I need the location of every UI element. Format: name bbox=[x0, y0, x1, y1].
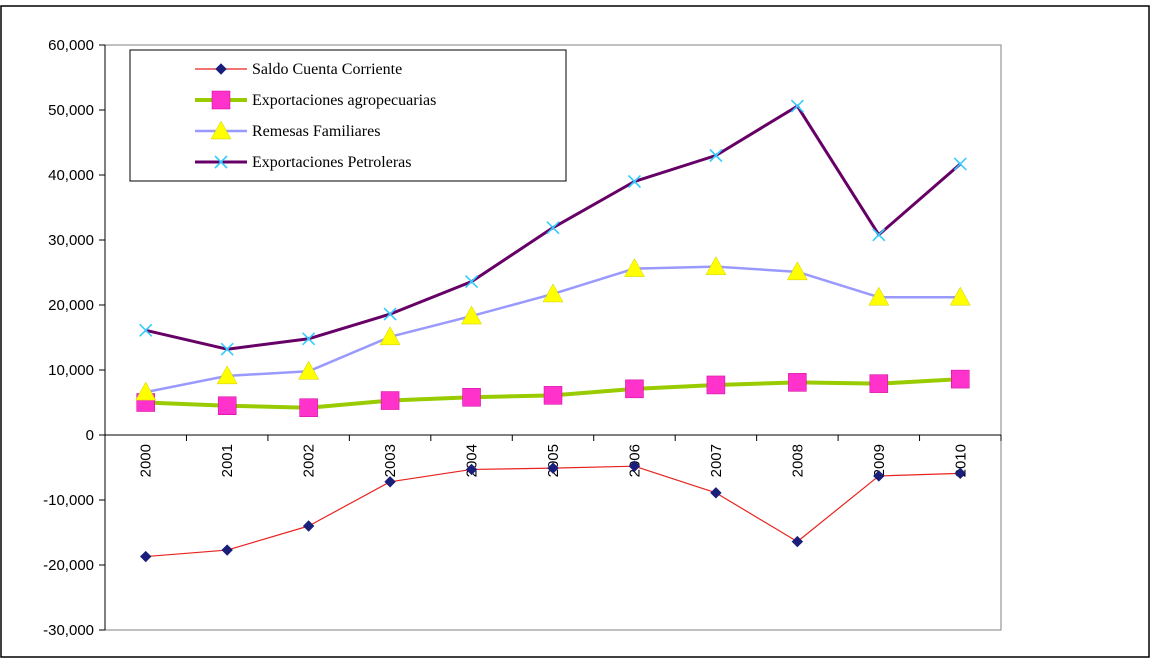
legend-swatch-marker bbox=[210, 120, 232, 140]
data-point-marker bbox=[383, 307, 397, 321]
data-point-marker bbox=[624, 258, 645, 277]
legend-label: Remesas Familiares bbox=[252, 123, 380, 140]
legend: Saldo Cuenta Corriente Exportaciones agro… bbox=[129, 49, 567, 182]
data-point-marker bbox=[953, 157, 967, 171]
data-point-marker bbox=[216, 365, 238, 385]
axes: 60,000 50,000 40,000 30,000 20,000 10,000 0 -10… bbox=[43, 37, 1002, 639]
legend-swatch-marker bbox=[211, 90, 231, 110]
data-point-marker bbox=[706, 375, 726, 395]
y-tick-label: 40,000 bbox=[48, 167, 94, 184]
data-point-marker bbox=[625, 379, 644, 399]
series-3 bbox=[135, 256, 971, 401]
data-point-marker bbox=[464, 275, 479, 289]
y-tick-label: 30,000 bbox=[48, 232, 94, 249]
series-1 bbox=[140, 460, 966, 563]
y-tick-label: 50,000 bbox=[48, 102, 94, 119]
x-tick-label: 2006 bbox=[626, 444, 643, 477]
data-point-marker bbox=[298, 360, 320, 380]
data-point-marker bbox=[791, 535, 804, 548]
data-point-marker bbox=[869, 374, 889, 393]
data-point-marker bbox=[221, 544, 233, 556]
legend-entry: Exportaciones agropecuarias bbox=[195, 90, 436, 110]
legend-entry: Remesas Familiares bbox=[195, 120, 380, 140]
y-tick-label: -10,000 bbox=[43, 492, 94, 509]
y-tick-label: 20,000 bbox=[48, 297, 94, 314]
x-tick-label: 2000 bbox=[138, 444, 155, 477]
data-point-marker bbox=[135, 381, 157, 401]
data-point-marker bbox=[868, 286, 890, 306]
x-tick-label: 2010 bbox=[952, 444, 969, 477]
x-tick-label: 2002 bbox=[301, 444, 318, 477]
data-point-marker bbox=[788, 373, 807, 392]
data-point-marker bbox=[951, 369, 970, 389]
legend-label: Exportaciones agropecuarias bbox=[252, 92, 436, 109]
data-point-marker bbox=[217, 396, 237, 415]
data-point-marker bbox=[465, 463, 478, 476]
y-tick-label: 10,000 bbox=[48, 362, 94, 379]
data-point-marker bbox=[379, 326, 401, 346]
data-point-marker bbox=[709, 148, 723, 163]
data-point-marker bbox=[710, 487, 722, 499]
x-tick-label: 2001 bbox=[219, 444, 236, 477]
x-tick-label: 2003 bbox=[382, 444, 399, 477]
data-point-marker bbox=[705, 256, 727, 275]
series-layer bbox=[135, 99, 971, 563]
data-point-marker bbox=[542, 283, 564, 303]
data-point-marker bbox=[461, 305, 482, 325]
data-point-marker bbox=[790, 99, 804, 113]
legend-box bbox=[129, 49, 567, 182]
x-tick-label: 2007 bbox=[708, 444, 725, 477]
y-tick-label: -30,000 bbox=[43, 622, 94, 639]
data-point-marker bbox=[384, 476, 396, 488]
data-point-marker bbox=[220, 342, 234, 356]
legend-label: Exportaciones Petroleras bbox=[252, 154, 412, 171]
legend-label: Saldo Cuenta Corriente bbox=[252, 61, 402, 78]
series-2 bbox=[136, 369, 970, 417]
y-tick-label: -20,000 bbox=[43, 557, 94, 574]
y-tick-label: 60,000 bbox=[48, 37, 94, 54]
data-point-marker bbox=[547, 462, 559, 474]
data-point-marker bbox=[302, 520, 315, 532]
legend-entry: Saldo Cuenta Corriente bbox=[195, 61, 402, 78]
data-point-marker bbox=[628, 460, 641, 472]
legend-entry: Exportaciones Petroleras bbox=[195, 154, 412, 171]
legend-swatch-marker bbox=[214, 155, 228, 169]
data-point-marker bbox=[872, 228, 886, 242]
data-point-marker bbox=[139, 323, 153, 337]
series-4 bbox=[139, 99, 967, 356]
data-point-marker bbox=[302, 332, 316, 346]
data-point-marker bbox=[873, 470, 885, 482]
data-point-marker bbox=[786, 261, 808, 281]
data-point-marker bbox=[949, 286, 971, 306]
y-tick-label: 0 bbox=[86, 427, 94, 444]
legend-swatch-marker bbox=[215, 63, 227, 75]
data-point-marker bbox=[462, 388, 481, 407]
x-tick-label: 2009 bbox=[871, 444, 888, 477]
data-point-marker bbox=[954, 467, 966, 480]
data-point-marker bbox=[380, 391, 400, 410]
data-point-marker bbox=[140, 550, 152, 563]
data-point-marker bbox=[627, 174, 642, 189]
x-tick-label: 2008 bbox=[789, 444, 806, 477]
data-point-marker bbox=[299, 398, 318, 417]
data-point-marker bbox=[543, 386, 563, 405]
data-point-marker bbox=[546, 221, 560, 235]
